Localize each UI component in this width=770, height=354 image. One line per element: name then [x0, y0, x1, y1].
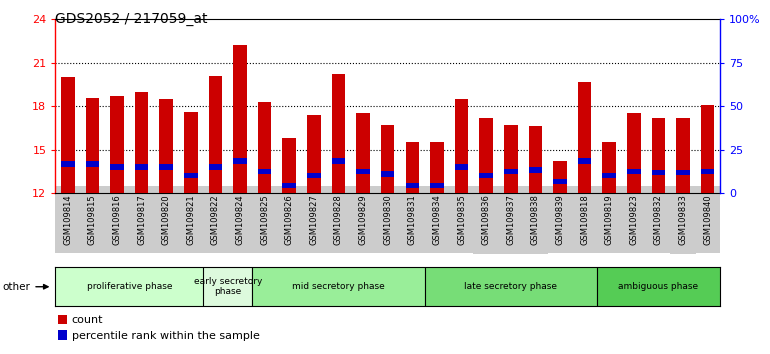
Bar [424, 267, 597, 306]
Bar [357, 169, 370, 174]
Text: early secretory
phase: early secretory phase [193, 277, 262, 296]
Bar [203, 267, 253, 306]
Bar [406, 142, 419, 193]
Bar [430, 183, 444, 188]
Bar [455, 164, 468, 170]
Bar [381, 171, 394, 177]
Bar [55, 267, 203, 306]
Bar [110, 96, 124, 193]
Text: proliferative phase: proliferative phase [86, 282, 172, 291]
Bar [480, 118, 493, 193]
Text: count: count [72, 315, 103, 325]
Bar [455, 99, 468, 193]
Bar [651, 118, 665, 193]
Bar [209, 164, 223, 170]
Bar [332, 74, 345, 193]
Bar [553, 179, 567, 184]
Bar [597, 267, 720, 306]
Bar [184, 112, 198, 193]
Bar [357, 113, 370, 193]
Text: percentile rank within the sample: percentile rank within the sample [72, 331, 259, 341]
Bar [578, 158, 591, 164]
Bar [430, 142, 444, 193]
Bar [258, 169, 271, 174]
Bar [135, 164, 149, 170]
Bar [61, 77, 75, 193]
Bar [553, 161, 567, 193]
Bar [528, 126, 542, 193]
Text: GDS2052 / 217059_at: GDS2052 / 217059_at [55, 12, 208, 27]
Bar [283, 138, 296, 193]
Bar [627, 169, 641, 174]
Bar [209, 76, 223, 193]
Bar [258, 102, 271, 193]
Bar [627, 113, 641, 193]
Bar [701, 105, 715, 193]
Bar [307, 115, 320, 193]
Bar [602, 142, 616, 193]
Bar [85, 98, 99, 193]
Bar [504, 169, 517, 174]
Bar [85, 161, 99, 167]
Bar [701, 169, 715, 174]
Bar [381, 125, 394, 193]
Bar [307, 173, 320, 178]
Bar [233, 158, 247, 164]
Bar [159, 99, 173, 193]
Bar [676, 118, 690, 193]
Bar [676, 170, 690, 176]
Bar [283, 183, 296, 188]
Bar [480, 173, 493, 178]
Bar [184, 173, 198, 178]
Text: late secretory phase: late secretory phase [464, 282, 557, 291]
Bar [61, 161, 75, 167]
Bar [504, 125, 517, 193]
Bar [406, 183, 419, 188]
Bar [528, 167, 542, 172]
Text: ambiguous phase: ambiguous phase [618, 282, 698, 291]
Bar [159, 164, 173, 170]
Bar [233, 46, 247, 193]
Bar [651, 170, 665, 176]
Bar [602, 173, 616, 178]
Bar [135, 92, 149, 193]
Text: other: other [2, 282, 30, 292]
Bar [332, 158, 345, 164]
Bar [253, 267, 424, 306]
Text: mid secretory phase: mid secretory phase [292, 282, 385, 291]
Bar [110, 164, 124, 170]
Bar [578, 82, 591, 193]
